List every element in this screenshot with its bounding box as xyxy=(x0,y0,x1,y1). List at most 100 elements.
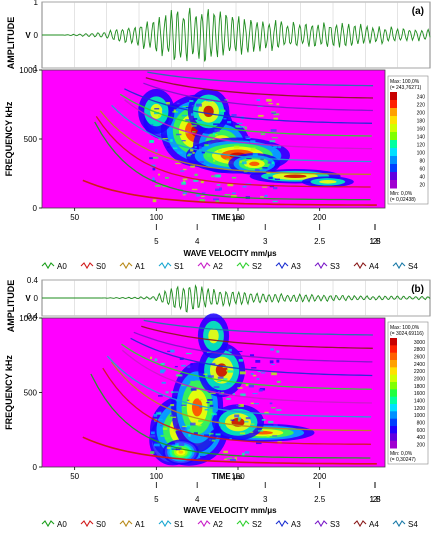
spectrogram-energy-cell xyxy=(175,162,181,165)
spectrogram-energy-cell xyxy=(236,122,243,124)
spectrogram-energy-cell xyxy=(155,184,161,187)
colorbar-tick-label: 60 xyxy=(419,166,425,172)
spectrogram-energy-cell xyxy=(181,181,187,185)
colorbar-tick-label: 140 xyxy=(417,134,426,140)
colorbar-tick-label: 2200 xyxy=(414,369,425,375)
colorbar-max-value: (= 243,76271) xyxy=(390,85,422,91)
colorbar-tick-label: 2400 xyxy=(414,362,425,368)
velocity-tick-label: 2.5 xyxy=(314,237,326,246)
colorbar-tick-label: 80 xyxy=(419,158,425,164)
spectrogram-energy-cell xyxy=(157,395,163,397)
spectrogram-energy-cell xyxy=(234,457,237,461)
colorbar-tick-label: 180 xyxy=(417,118,426,124)
dispersion-curve xyxy=(102,367,371,445)
spectrogram-energy-cell xyxy=(261,419,266,421)
spectrogram-energy-cell xyxy=(226,457,233,460)
spectrogram-energy-cell xyxy=(238,417,241,420)
spectrogram-energy-cell xyxy=(272,435,278,437)
spectrogram-energy-cell xyxy=(227,120,232,124)
colorbar-tick-label: 200 xyxy=(417,110,426,116)
spectrogram-energy-cell xyxy=(213,198,219,201)
spectrogram-energy-cell xyxy=(162,427,168,430)
velocity-tick-label: 1.8 xyxy=(369,495,381,504)
spectrogram-energy-cell xyxy=(194,146,197,149)
colorbar-segment xyxy=(390,180,397,189)
spectrogram-energy-cell xyxy=(165,391,169,394)
spectrogram-energy-cell xyxy=(273,187,278,190)
legend-swatch xyxy=(353,520,367,528)
colorbar-segment xyxy=(390,108,397,117)
spectrogram-energy-cell xyxy=(176,102,180,105)
legend-label: S3 xyxy=(330,262,340,271)
spectrogram-energy-cell xyxy=(186,424,191,428)
spectrogram-energy-cell xyxy=(150,431,155,435)
spectrogram-energy-cell xyxy=(257,430,264,432)
time-tick-label: 50 xyxy=(70,213,79,222)
time-axis-label: TIME μs xyxy=(212,472,243,481)
spectrogram-energy-cell xyxy=(182,168,187,171)
spectrogram-energy-cell xyxy=(271,150,274,152)
spectrogram-energy-cell xyxy=(235,125,241,128)
colorbar-tick-label: 120 xyxy=(417,142,426,148)
legend-label: A3 xyxy=(291,520,301,529)
legend-label: A0 xyxy=(57,262,67,271)
spectrogram-energy-cell xyxy=(256,442,262,445)
spectrogram-energy-cell xyxy=(271,111,276,113)
colorbar-tick-label: 1000 xyxy=(414,413,425,419)
spectrogram-energy-cell xyxy=(268,176,273,180)
spectrogram-energy-cell xyxy=(237,350,243,353)
spectrogram-energy-cell xyxy=(238,359,244,362)
spectrogram-energy-cell xyxy=(206,402,210,404)
spectrogram-energy-cell xyxy=(273,145,278,149)
spectrogram-energy-cell xyxy=(255,360,261,363)
spectrogram-energy-cell xyxy=(246,157,252,159)
spectrogram-energy-cell xyxy=(207,398,213,401)
spectrogram-energy-cell xyxy=(244,126,247,130)
colorbar-segment xyxy=(390,345,397,354)
spectrogram-energy-cell xyxy=(237,387,243,389)
spectrogram-energy-cell xyxy=(174,366,178,368)
spectrogram-energy-cell xyxy=(256,99,261,101)
time-tick-label: 150 xyxy=(231,472,245,481)
spectrogram-energy-cell xyxy=(216,184,221,186)
dispersion-curve xyxy=(133,331,373,363)
legend-label: A4 xyxy=(369,520,379,529)
spectrogram-energy-cell xyxy=(239,371,246,375)
spectrogram-energy-cell xyxy=(244,451,250,454)
spectrogram-energy-cell xyxy=(191,105,195,107)
spectrogram-energy-blob xyxy=(249,161,260,166)
legend-swatch xyxy=(236,262,250,270)
spectrogram-energy-cell xyxy=(180,170,185,172)
legend-swatch xyxy=(353,262,367,270)
spectrogram-energy-cell xyxy=(215,426,221,429)
spectrogram-energy-cell xyxy=(258,114,264,117)
spectrogram-energy-cell xyxy=(154,108,160,110)
spectrogram-energy-cell xyxy=(271,112,276,114)
spectrogram-energy-cell xyxy=(219,187,222,191)
colorbar-segment xyxy=(390,124,397,133)
spectrogram-energy-cell xyxy=(217,380,222,383)
dispersion-curve xyxy=(130,337,373,377)
spectrogram-energy-cell xyxy=(244,421,249,423)
colorbar-segment xyxy=(390,360,397,368)
spectrogram-energy-cell xyxy=(271,363,275,365)
spectrogram-energy-cell xyxy=(215,188,221,191)
spectrogram-energy-cell xyxy=(209,404,214,407)
legend-swatch xyxy=(197,262,211,270)
colorbar-tick-label: 800 xyxy=(417,421,426,427)
spectrogram-energy-cell xyxy=(173,147,178,150)
spectrogram-energy-cell xyxy=(186,399,190,402)
spectrogram-energy-cell xyxy=(223,378,228,380)
amplitude-tick-label: 0 xyxy=(34,294,39,303)
spectrogram-energy-cell xyxy=(239,432,246,435)
spectrogram-energy-cell xyxy=(214,133,218,136)
spectrogram-energy-cell xyxy=(276,103,280,106)
dispersion-curve xyxy=(90,373,371,459)
spectrogram-energy-cell xyxy=(250,373,254,375)
spectrogram-energy-blob xyxy=(283,174,307,179)
spectrogram-energy-cell xyxy=(161,381,166,384)
spectrogram-energy-cell xyxy=(200,180,204,184)
frequency-tick-label: 500 xyxy=(24,135,38,144)
spectrogram-energy-cell xyxy=(260,196,264,198)
spectrogram-energy-cell xyxy=(191,131,196,133)
